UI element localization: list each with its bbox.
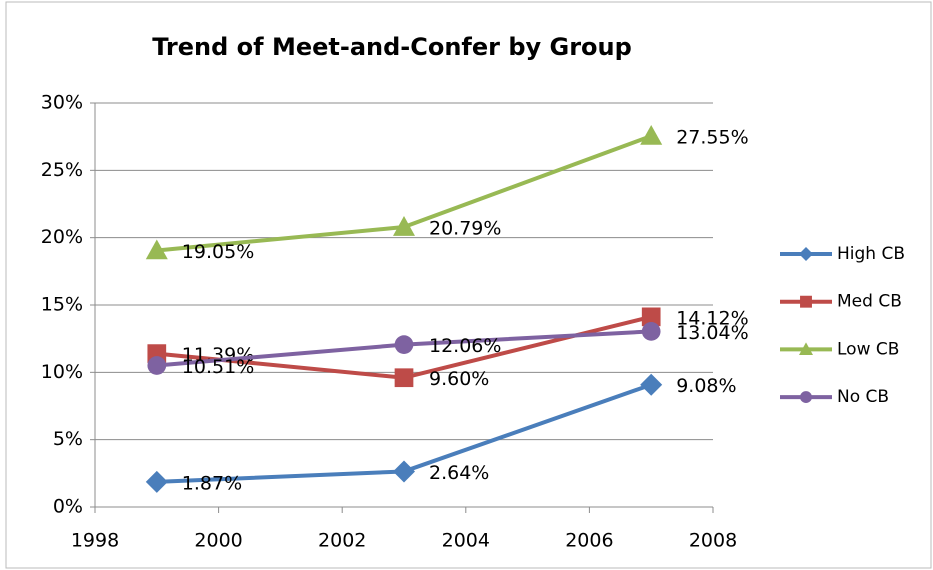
data-label: 20.79% <box>429 218 501 240</box>
marker <box>393 216 415 236</box>
marker <box>641 322 661 341</box>
x-tick-label: 2006 <box>565 530 613 552</box>
y-tick-label: 0% <box>53 496 83 518</box>
legend-marker <box>799 247 813 261</box>
y-tick-label: 5% <box>53 428 83 450</box>
data-label: 27.55% <box>676 126 748 148</box>
data-label: 19.05% <box>182 241 254 263</box>
data-label: 12.06% <box>429 335 501 357</box>
x-tick-label: 2002 <box>318 530 366 552</box>
y-tick-label: 25% <box>41 159 83 181</box>
y-tick-label: 15% <box>41 294 83 316</box>
marker <box>640 124 663 145</box>
legend-marker <box>800 391 812 404</box>
data-label: 10.51% <box>182 356 254 378</box>
data-label: 9.08% <box>676 375 736 397</box>
x-tick-label: 2008 <box>689 530 737 552</box>
data-label: 14.12% <box>676 307 748 329</box>
chart-border <box>5 1 932 569</box>
y-tick-label: 10% <box>41 361 83 383</box>
data-label: 2.64% <box>429 462 489 484</box>
legend-label: No CB <box>837 387 889 407</box>
legend-label: Med CB <box>837 292 902 312</box>
y-tick-label: 20% <box>41 226 83 248</box>
marker <box>394 335 414 354</box>
legend-label: Low CB <box>837 339 899 359</box>
marker <box>145 239 168 260</box>
marker <box>641 307 661 327</box>
marker <box>394 368 414 388</box>
marker <box>147 356 167 375</box>
legend-marker <box>799 342 813 355</box>
chart-title: Trend of Meet-and-Confer by Group <box>152 33 632 61</box>
x-tick-label: 2004 <box>442 530 490 552</box>
x-tick-label: 2000 <box>194 530 242 552</box>
x-tick-label: 1998 <box>71 530 119 552</box>
legend-marker <box>800 295 812 308</box>
data-label: 9.60% <box>429 368 489 390</box>
legend-label: High CB <box>837 244 905 264</box>
data-label: 13.04% <box>676 322 748 344</box>
marker <box>145 470 168 493</box>
marker <box>640 373 663 396</box>
data-label: 1.87% <box>182 472 242 494</box>
y-tick-label: 30% <box>41 92 83 114</box>
marker <box>393 460 415 483</box>
